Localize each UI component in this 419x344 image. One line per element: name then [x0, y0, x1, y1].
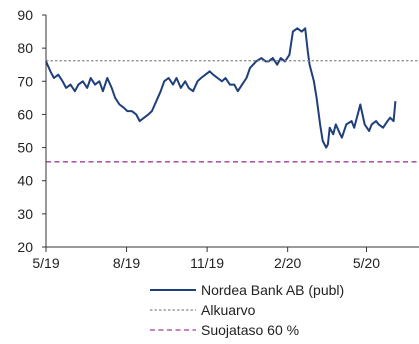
legend-item-nordea: Nordea Bank AB (publ): [150, 282, 344, 298]
x-axis: 5/19 8/19 11/19 2/20 5/20: [32, 246, 419, 271]
y-tick-label: 40: [17, 173, 33, 189]
x-tick-label: 5/19: [32, 255, 59, 271]
series-line-nordea: [45, 27, 397, 149]
plot-area: [45, 27, 419, 163]
y-axis: 20 30 40 50 60 70 80 90: [17, 7, 47, 255]
y-tick-label: 70: [17, 73, 33, 89]
y-tick-label: 90: [17, 7, 33, 23]
y-tick-label: 30: [17, 206, 33, 222]
y-tick-label: 20: [17, 239, 33, 255]
x-tick-label: 5/20: [353, 255, 380, 271]
x-tick-label: 11/19: [190, 255, 224, 271]
y-tick-label: 50: [17, 140, 33, 156]
x-tick-label: 8/19: [113, 255, 140, 271]
y-tick-label: 80: [17, 40, 33, 56]
x-tick-label: 2/20: [274, 255, 301, 271]
y-tick-label: 60: [17, 106, 33, 122]
legend-item-alkuarvo: Alkuarvo: [150, 302, 256, 318]
legend: Nordea Bank AB (publ) Alkuarvo Suojataso 6…: [150, 282, 344, 338]
legend-item-suojataso: Suojataso 60 %: [150, 322, 299, 338]
legend-label: Suojataso 60 %: [201, 322, 299, 338]
legend-label: Nordea Bank AB (publ): [201, 282, 344, 298]
legend-label: Alkuarvo: [201, 302, 256, 318]
